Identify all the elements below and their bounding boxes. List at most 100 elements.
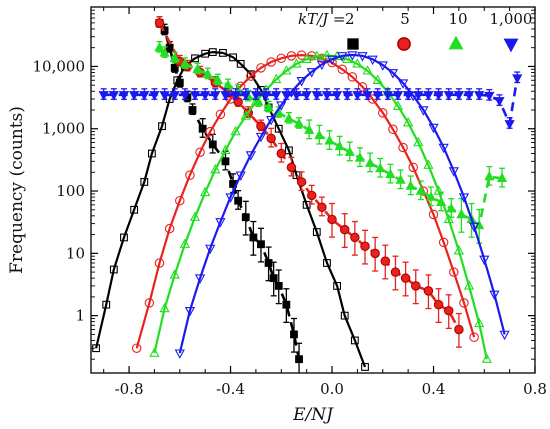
series-1-filled-point-18 [360,241,370,251]
legend-marker-0 [347,38,359,50]
series-1-filled-point-12 [296,177,307,187]
series-1-open-point-6 [195,147,205,157]
series-3 [98,51,523,359]
series-1-open-point-12 [256,63,266,73]
x-tick-label-1: -0.4 [216,380,245,398]
series-2-filled-point-22 [375,162,386,173]
series-2-filled-point-11 [263,101,274,112]
series-1-open-point-20 [337,64,347,75]
series-1-open-point-22 [357,82,368,92]
series-3-filled-point-21 [311,91,322,101]
series-2-open-point-21 [362,65,373,75]
series-0-filled-point-14 [257,240,265,249]
series-3-filled-point-24 [342,91,353,101]
series-0-filled-point-19 [290,330,298,339]
series-1-filled-point-15 [327,214,337,225]
series-2-open-point-31 [463,280,475,290]
series-layer [92,16,523,373]
x-tick-label-4: 0.8 [523,380,547,398]
series-3-open-point-32 [499,330,510,341]
series-1-open-point-11 [246,71,256,81]
series-0-filled-point-12 [241,213,250,222]
series-2-filled-point-25 [405,180,416,190]
series-3-filled-point-11 [210,91,221,101]
series-1-open-point-8 [215,109,226,120]
series-1-open-point-2 [154,258,165,268]
y-tick-label-0: 1 [75,307,85,325]
series-3-filled-point-22 [321,91,333,101]
series-2-open-point-9 [240,110,251,120]
series-0-filled-point-8 [208,140,217,149]
series-0-open-point-1 [102,300,111,309]
x-axis-title: E/NJ [292,405,334,425]
series-2-open-point-17 [321,49,333,60]
series-3-open-point-31 [489,290,500,301]
series-2-filled-point-29 [446,202,457,213]
series-2-filled-point-34 [496,172,508,183]
series-1-filled-point-17 [350,232,360,243]
y-tick-label-2: 100 [56,182,85,200]
series-2-filled-point-23 [385,168,396,179]
series-3-fit-line [178,53,506,354]
series-3-open-point-3 [205,244,216,255]
series-1-open-point-5 [185,170,195,180]
series-2-open-point-13 [281,65,292,75]
axis-ticks: -0.8 -0.4 0.0 0.4 0.8 1 10 100 1,000 10,000 [33,6,547,398]
series-0-filled-point-2 [165,43,174,52]
series-2-filled-point-21 [364,157,376,167]
legend-label-2: 10 [448,10,467,28]
y-axis-title: Frequency (counts) [7,106,27,274]
series-3-open-point-29 [468,222,480,233]
series-0-open-point-2 [109,265,118,274]
series-2-filled-point-24 [395,174,406,184]
series-1-filled-point-21 [390,267,401,277]
series-1-filled-point-20 [380,256,391,266]
series-0-open-point-20 [274,124,283,133]
series-1-filled-point-22 [400,273,411,283]
series-2-open-point-22 [372,74,383,84]
series-1-open-point-32 [459,298,469,308]
series-0-filled-point-6 [188,106,197,114]
series-3-filled-point-10 [200,91,211,101]
series-0-open-point-29 [361,363,369,371]
series-3-open-point-30 [479,255,490,266]
series-3-open-point-12 [296,77,307,87]
legend-marker-2 [448,35,464,50]
series-1-open-point-29 [428,209,439,220]
series-1-filled-point-11 [286,162,297,173]
series-3-filled-point-33 [433,91,444,101]
series-3-filled-point-7 [169,91,180,101]
legend: kT/J = 2 5 10 1,000 [298,10,532,53]
series-2-open-point-7 [220,144,231,155]
series-0-filled-point-13 [249,233,258,242]
series-1-filled-point-23 [411,281,421,291]
series-2-filled-point-33 [484,170,495,181]
series-2-filled-point-19 [344,146,355,156]
legend-label-0: 2 [345,10,355,28]
series-2-open-point-32 [474,317,485,328]
series-1-open-point-31 [449,267,459,277]
series-1-filled-point-10 [276,148,287,159]
series-2-filled-point-3 [179,58,190,68]
series-2-filled-point-2 [169,52,180,63]
series-3-open-point-24 [418,106,429,116]
series-3-open-point-4 [215,218,226,228]
series-1-open-point-30 [438,237,449,248]
series-3-open-point-5 [225,193,236,203]
series-0-filled-point-15 [264,259,273,267]
series-0-open-point-21 [284,146,293,155]
series-1-open-point-25 [388,124,398,135]
series-2-filled-point-10 [253,96,264,106]
series-3-filled-point-20 [301,91,312,101]
series-3-filled-point-30 [403,91,414,101]
series-3-open-point-10 [276,101,287,111]
series-3-filled-point-12 [220,91,231,101]
series-0-open-point-11 [191,54,199,63]
series-3-filled-point-15 [250,91,262,101]
series-3-open-point-8 [255,132,267,143]
series-3-filled-point-31 [413,91,424,101]
series-2-filled-point-1 [159,47,170,57]
series-3-open-point-28 [458,193,470,203]
series-3-filled-point-18 [281,91,292,101]
